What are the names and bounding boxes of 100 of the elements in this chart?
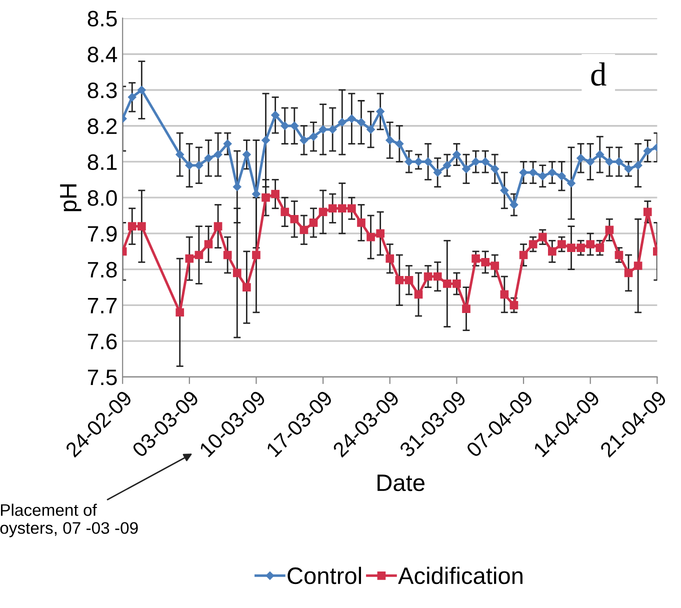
point (510, 301, 518, 310)
point (481, 158, 490, 166)
point (528, 168, 538, 177)
point (624, 268, 633, 278)
y-axis-title: pH (60, 184, 82, 212)
point (634, 262, 642, 270)
point (318, 125, 328, 134)
point (386, 254, 394, 263)
point (472, 158, 480, 166)
point (194, 250, 204, 260)
point (548, 247, 556, 256)
point (614, 158, 624, 166)
point (643, 146, 652, 156)
point (271, 110, 280, 120)
point (424, 158, 432, 166)
point (309, 132, 318, 141)
point (528, 240, 538, 248)
point (576, 154, 585, 162)
point (433, 168, 442, 177)
point (538, 232, 547, 242)
point (481, 258, 490, 266)
point (596, 244, 604, 252)
point (376, 107, 384, 116)
point (634, 161, 642, 170)
point (442, 280, 452, 288)
point (433, 272, 442, 281)
point (519, 168, 528, 177)
point (214, 222, 222, 230)
point (185, 254, 194, 263)
point (376, 229, 384, 238)
point (414, 158, 423, 166)
legend-label: Acidification (398, 566, 522, 584)
point (490, 262, 500, 270)
point (567, 244, 576, 252)
point (262, 193, 270, 202)
point (252, 250, 260, 260)
legend-label: Control (288, 566, 361, 584)
point (223, 140, 232, 148)
y-tick-label: 8.4 (88, 46, 118, 62)
point (309, 218, 318, 227)
point (366, 232, 375, 242)
point (500, 186, 509, 195)
point (223, 250, 232, 260)
text: Placement of oysters, 07 -03 -09 (0, 504, 138, 538)
y-tick-label: 7.6 (88, 334, 117, 350)
point (328, 204, 337, 213)
point (194, 161, 204, 170)
annotation: d (591, 62, 606, 86)
point (262, 136, 270, 144)
point (462, 164, 470, 174)
point (242, 283, 251, 292)
point (567, 179, 576, 188)
point (232, 268, 242, 278)
point (366, 125, 375, 134)
point (176, 308, 184, 317)
point (348, 114, 356, 123)
point (586, 240, 595, 248)
point (643, 208, 652, 216)
point (586, 158, 594, 166)
y-tick-label: 8.5 (88, 10, 117, 27)
point (500, 290, 509, 299)
point (558, 172, 566, 180)
point (280, 208, 290, 216)
point (443, 161, 452, 170)
point (318, 208, 328, 216)
point (280, 122, 289, 130)
point (300, 226, 308, 234)
point (357, 218, 366, 227)
point (576, 244, 585, 252)
point (357, 118, 366, 126)
point (204, 154, 213, 162)
point (176, 150, 184, 159)
point (452, 150, 461, 159)
point (348, 204, 356, 213)
y-tick-label: 8.2 (88, 118, 117, 134)
point (414, 290, 423, 299)
y-tick-label: 7.8 (88, 262, 117, 278)
y-tick-label: 8.0 (88, 190, 117, 206)
point (404, 158, 414, 166)
point (214, 150, 222, 159)
point (386, 136, 394, 144)
point (271, 190, 280, 198)
point (328, 125, 337, 134)
point (395, 276, 404, 284)
point (538, 172, 547, 180)
y-tick-label: 7.7 (88, 298, 117, 314)
point (596, 150, 604, 159)
point (605, 226, 614, 234)
point (490, 164, 500, 174)
point (548, 168, 556, 177)
point (290, 122, 299, 130)
point (395, 140, 404, 148)
point (519, 250, 528, 260)
point (185, 161, 194, 170)
point (510, 200, 518, 209)
point (624, 164, 633, 174)
point (462, 304, 470, 313)
point (338, 204, 346, 213)
y-tick-label: 8.1 (88, 154, 117, 170)
point (424, 272, 432, 281)
